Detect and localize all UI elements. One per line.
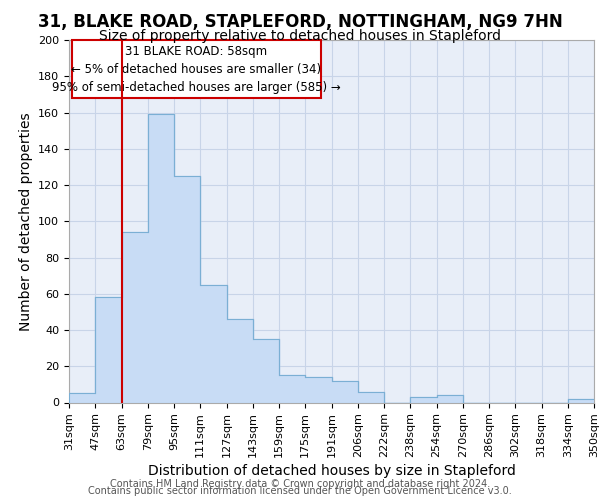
Text: Contains public sector information licensed under the Open Government Licence v3: Contains public sector information licen… [88,486,512,496]
Text: Size of property relative to detached houses in Stapleford: Size of property relative to detached ho… [99,29,501,43]
Y-axis label: Number of detached properties: Number of detached properties [19,112,32,330]
X-axis label: Distribution of detached houses by size in Stapleford: Distribution of detached houses by size … [148,464,515,478]
Bar [71,40,321,98]
Text: 31 BLAKE ROAD: 58sqm
← 5% of detached houses are smaller (34)
95% of semi-detach: 31 BLAKE ROAD: 58sqm ← 5% of detached ho… [52,44,341,94]
Text: Contains HM Land Registry data © Crown copyright and database right 2024.: Contains HM Land Registry data © Crown c… [110,479,490,489]
Polygon shape [69,114,594,403]
Text: 31, BLAKE ROAD, STAPLEFORD, NOTTINGHAM, NG9 7HN: 31, BLAKE ROAD, STAPLEFORD, NOTTINGHAM, … [38,12,562,30]
